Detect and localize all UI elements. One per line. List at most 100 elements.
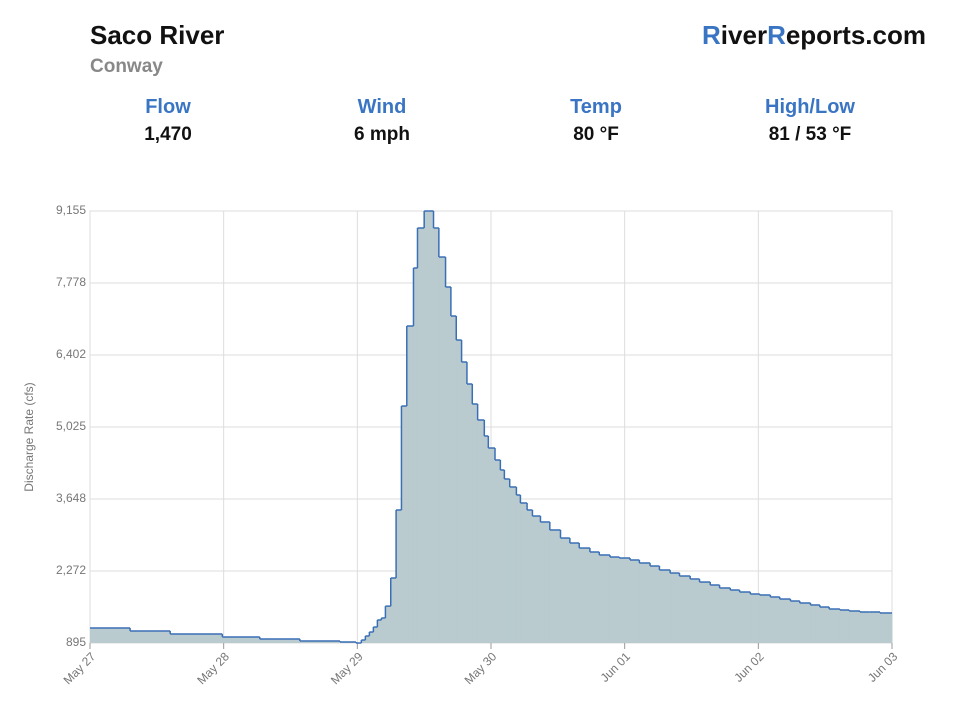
stat: Flow 1,470 (68, 96, 268, 146)
step-fill (699, 582, 711, 643)
subtitle: Conway (90, 56, 163, 77)
step-fill (401, 406, 408, 643)
brand-part: iver (720, 20, 768, 50)
step-fill (516, 494, 521, 643)
stat: High/Low 81 / 53 °F (710, 96, 910, 146)
step-fill (790, 601, 801, 643)
step-fill (540, 521, 551, 643)
step-fill (619, 558, 631, 643)
step-fill (373, 627, 378, 643)
step-fill (299, 641, 341, 643)
step-fill (433, 227, 440, 644)
stat: Temp 80 °F (496, 96, 696, 146)
stat-label: High/Low (765, 96, 855, 118)
step-fill (879, 612, 893, 643)
step-fill (810, 604, 821, 643)
step-fill (739, 592, 751, 643)
step-fill (839, 609, 850, 643)
y-tick-label: 5,025 (56, 419, 86, 433)
step-fill (630, 559, 640, 643)
step-fill (750, 593, 761, 643)
step-fill (650, 566, 660, 643)
step-fill (509, 486, 517, 643)
step-fill (659, 569, 671, 643)
step-fill (599, 554, 611, 643)
x-tick-label: Jun 01 (598, 649, 634, 685)
step-fill (428, 211, 434, 643)
step-fill (532, 516, 541, 643)
y-tick-label: 2,272 (56, 563, 86, 577)
x-tick-label: May 29 (328, 649, 366, 687)
step-fill (472, 403, 479, 643)
step-fill (819, 607, 830, 643)
brand-part: R (767, 20, 786, 50)
step-fill (759, 594, 771, 643)
step-fill (527, 510, 533, 643)
step-fill (377, 619, 382, 643)
step-fill (504, 478, 511, 643)
y-tick-label: 3,648 (56, 491, 86, 505)
step-fill (385, 606, 392, 643)
step-fill (579, 548, 591, 643)
stat-value: 1,470 (144, 124, 192, 145)
step-fill (424, 211, 429, 643)
stat-value: 81 / 53 °F (768, 124, 852, 145)
step-fill (466, 384, 473, 643)
step-fill (90, 627, 131, 643)
stat-value: 6 mph (354, 124, 410, 145)
step-fill (450, 316, 457, 643)
step-fill (259, 639, 301, 643)
step-fill (679, 576, 691, 643)
step-fill (500, 469, 505, 643)
step-fill (381, 618, 386, 643)
stat-label: Flow (145, 96, 191, 118)
step-fill (488, 448, 496, 643)
y-tick-label: 9,155 (56, 203, 86, 217)
step-fill (520, 502, 528, 643)
step-fill (770, 596, 781, 643)
step-fill (730, 590, 741, 643)
step-fill (484, 435, 489, 643)
brand-part: R (702, 20, 721, 50)
step-fill (396, 510, 402, 643)
x-tick-label: May 28 (194, 649, 232, 687)
stat-label: Temp (570, 96, 622, 118)
step-fill (413, 268, 418, 643)
step-fill (222, 636, 261, 643)
x-tick-label: May 30 (462, 649, 500, 687)
step-fill (829, 609, 841, 643)
step-fill (849, 610, 861, 643)
step-fill (406, 326, 414, 643)
step-fill (369, 632, 374, 643)
step-fill (361, 640, 366, 643)
x-tick-label: Jun 02 (731, 649, 767, 685)
x-tick-label: Jun 03 (865, 649, 901, 685)
brand-part: eports.com (785, 20, 926, 50)
step-fill (438, 257, 446, 643)
y-tick-label: 895 (66, 635, 86, 649)
step-fill (639, 562, 651, 643)
step-fill (445, 286, 452, 643)
step-fill (130, 631, 171, 643)
brand[interactable]: RiverReports.com (702, 20, 926, 51)
step-fill (390, 577, 397, 643)
step-fill (589, 551, 600, 643)
step-fill (719, 587, 731, 643)
stat-value: 80 °F (573, 124, 619, 145)
title: Saco River (90, 20, 225, 50)
step-fill (417, 227, 425, 644)
stat: Wind 6 mph (282, 96, 482, 146)
step-fill (609, 557, 620, 643)
step-fill (869, 611, 881, 643)
step-fill (549, 529, 561, 643)
y-axis-label: Discharge Rate (cfs) (22, 382, 36, 491)
step-fill (569, 543, 580, 643)
step-fill (690, 578, 700, 643)
step-fill (495, 460, 501, 643)
step-fill (560, 538, 571, 643)
step-fill (461, 361, 468, 643)
x-tick-label: May 27 (61, 649, 99, 687)
step-fill (799, 602, 811, 643)
step-fill (859, 611, 870, 643)
